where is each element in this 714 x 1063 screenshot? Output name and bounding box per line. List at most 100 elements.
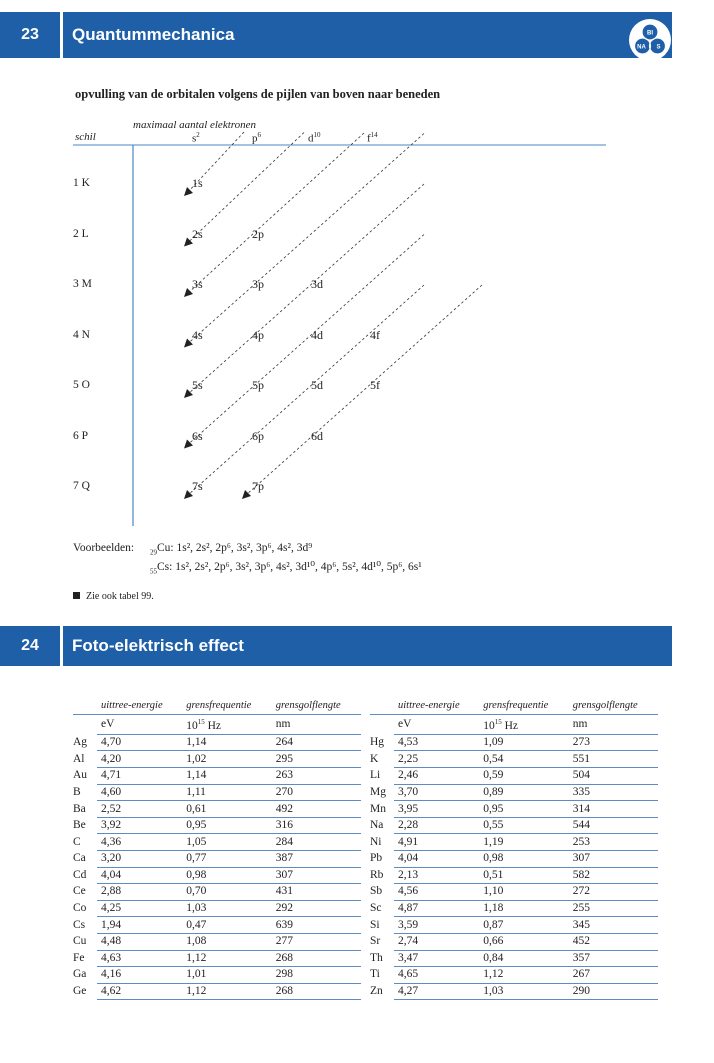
section-number: 24	[21, 637, 39, 654]
column-header: grensfrequentie	[479, 696, 569, 715]
work-function: 4,71	[97, 767, 183, 785]
threshold-frequency: 1,01	[182, 966, 272, 984]
orbital-5s: 5s	[192, 378, 203, 392]
threshold-frequency: 1,09	[479, 734, 569, 752]
threshold-frequency: 0,59	[479, 767, 569, 785]
table-row: C 4,36 1,05 284	[73, 833, 361, 851]
element-symbol: Cu	[73, 935, 87, 948]
element-symbol: Ce	[73, 885, 86, 898]
threshold-wavelength: 387	[271, 850, 361, 868]
threshold-wavelength: 270	[271, 784, 361, 802]
threshold-wavelength: 314	[568, 800, 658, 818]
element-symbol: Fe	[73, 951, 85, 964]
arrow-head-5	[184, 389, 193, 398]
table-row: Co 4,25 1,03 292	[73, 900, 361, 918]
work-function: 3,47	[394, 950, 480, 968]
section-title: Foto-elektrisch effect	[72, 636, 244, 655]
header-divider	[60, 12, 63, 58]
work-function: 4,63	[97, 950, 183, 968]
work-function: 3,20	[97, 850, 183, 868]
work-function: 4,62	[97, 983, 183, 1001]
element-symbol: Au	[73, 769, 88, 782]
shell-label-6: 6 P	[73, 429, 89, 442]
column-header: grensgolflengte	[568, 696, 658, 715]
aufbau-diagram	[73, 131, 606, 526]
element-symbol: Si	[370, 918, 380, 931]
example-cs: 55Cs: 1s², 2s², 2p⁶, 3s², 3p⁶, 4s², 3d¹⁰…	[150, 561, 422, 576]
section-header-23: 23 Quantummechanica	[0, 12, 672, 58]
unit-freq: 1015 Hz	[479, 714, 569, 735]
threshold-frequency: 1,03	[182, 900, 272, 918]
element-symbol: Li	[370, 769, 381, 782]
arrow-head-1	[184, 187, 193, 196]
orbital-4s: 4s	[192, 327, 203, 342]
threshold-frequency: 0,70	[182, 883, 272, 901]
column-header: grensfrequentie	[182, 696, 272, 715]
col-p-label: p6	[252, 131, 261, 145]
table-row: Ca 3,20 0,77 387	[73, 850, 361, 868]
element-symbol: Sr	[370, 935, 381, 948]
work-function: 4,25	[97, 900, 183, 918]
element-symbol: Na	[370, 819, 384, 832]
element-symbol: Cd	[73, 868, 87, 881]
work-function: 2,88	[97, 883, 183, 901]
threshold-wavelength: 639	[271, 916, 361, 934]
threshold-frequency: 0,87	[479, 916, 569, 934]
table-row: Th 3,47 0,84 357	[370, 950, 658, 968]
arrow-line-5	[187, 183, 425, 395]
example-cu: 29Cu: 1s², 2s², 2p⁶, 3s², 3p⁶, 4s², 3d⁹	[150, 542, 313, 557]
unit-wave: nm	[271, 714, 361, 735]
table-row: Fe 4,63 1,12 268	[73, 950, 361, 968]
threshold-frequency: 1,18	[479, 900, 569, 918]
table-row: Ge 4,62 1,12 268	[73, 983, 361, 1001]
table-row: Sr 2,74 0,66 452	[370, 933, 658, 951]
work-function: 4,04	[97, 867, 183, 885]
table-row: Cs 1,94 0,47 639	[73, 916, 361, 934]
orbital-6p: 6p	[252, 428, 264, 443]
work-function: 4,48	[97, 933, 183, 951]
element-symbol: Pb	[370, 852, 383, 865]
threshold-wavelength: 263	[271, 767, 361, 785]
arrow-head-8	[242, 490, 251, 499]
threshold-wavelength: 284	[271, 833, 361, 851]
see-also-note: Zie ook tabel 99.	[73, 591, 154, 602]
threshold-frequency: 0,89	[479, 784, 569, 802]
shell-label-1: 1 K	[73, 177, 90, 189]
column-header: uittree-energie	[394, 696, 480, 715]
threshold-wavelength: 307	[568, 850, 658, 868]
header-divider	[60, 626, 63, 666]
shell-label-3: 3 M	[73, 278, 92, 290]
max-electrons-label: maximaal aantal elektronen	[133, 119, 257, 131]
work-function: 2,52	[97, 800, 183, 818]
table-row: Ni 4,91 1,19 253	[370, 833, 658, 851]
element-symbol: C	[73, 835, 81, 848]
unit-freq: 1015 Hz	[182, 714, 272, 735]
element-symbol: Mn	[370, 802, 386, 815]
table-row: B 4,60 1,11 270	[73, 784, 361, 802]
photoelectric-table-right: uittree-energie grensfrequentie grensgolfl…	[370, 696, 658, 1001]
table-row: Ba 2,52 0,61 492	[73, 800, 361, 818]
threshold-wavelength: 292	[271, 900, 361, 918]
threshold-wavelength: 295	[271, 750, 361, 769]
arrow-head-2	[184, 237, 193, 247]
threshold-wavelength: 268	[271, 950, 361, 968]
orbital-2p: 2p	[252, 226, 264, 241]
col-s-label: s2	[192, 131, 200, 145]
threshold-wavelength: 273	[568, 734, 658, 752]
logo-text-top: BI	[647, 31, 653, 37]
work-function: 1,94	[97, 916, 183, 934]
column-header: uittree-energie	[97, 696, 183, 715]
work-function: 4,56	[394, 883, 480, 901]
work-function: 2,46	[394, 767, 480, 785]
arrow-head-7	[184, 490, 193, 499]
element-symbol: Al	[73, 752, 85, 765]
table-row: Si 3,59 0,87 345	[370, 916, 658, 934]
threshold-frequency: 0,66	[479, 933, 569, 951]
table-row: Be 3,92 0,95 316	[73, 817, 361, 835]
work-function: 4,04	[394, 850, 480, 868]
work-function: 4,87	[394, 900, 480, 918]
orbital-4d: 4d	[311, 327, 323, 342]
table-row: Cd 4,04 0,98 307	[73, 867, 361, 885]
arrow-line-1	[187, 131, 245, 193]
threshold-frequency: 0,51	[479, 867, 569, 885]
